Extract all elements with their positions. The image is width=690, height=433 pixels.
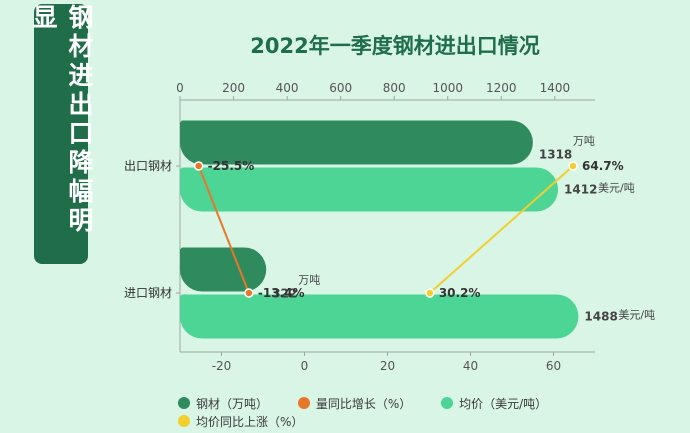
legend-item-steel[interactable]: 钢材（万吨） bbox=[178, 394, 268, 412]
top-axis-tick-label: 0 bbox=[176, 81, 184, 95]
legend-item-avg-price[interactable]: 均价（美元/吨） bbox=[441, 394, 547, 412]
legend: 钢材（万吨） 量同比增长（%） 均价（美元/吨） 均价同比上涨（%） bbox=[178, 394, 658, 430]
category-label: 出口钢材 bbox=[124, 159, 172, 173]
legend-label-steel: 钢材（万吨） bbox=[196, 396, 269, 411]
legend-item-price-growth[interactable]: 均价同比上涨（%） bbox=[178, 412, 303, 430]
line-price-growth bbox=[429, 165, 574, 294]
legend-item-volume-growth[interactable]: 量同比增长（%） bbox=[297, 394, 412, 412]
legend-swatch-volume-growth bbox=[297, 397, 310, 409]
top-axis-tick-label: 1000 bbox=[432, 81, 463, 95]
bottom-axis-tick-label: 60 bbox=[546, 359, 561, 373]
bottom-axis-tick-label: 20 bbox=[380, 359, 395, 373]
legend-label-volume-growth: 量同比增长（%） bbox=[315, 396, 412, 411]
bar-avg-price bbox=[180, 294, 579, 339]
data-label-avg-price-unit: 美元/吨 bbox=[598, 182, 635, 195]
data-label-volume-growth: -13.4% bbox=[258, 286, 305, 300]
chart-title: 2022年一季度钢材进出口情况 bbox=[250, 34, 540, 58]
top-axis-tick-label: 600 bbox=[329, 81, 352, 95]
data-label-avg-price: 1488 bbox=[584, 310, 617, 324]
legend-swatch-avg-price bbox=[441, 397, 454, 409]
top-axis-tick-label: 800 bbox=[383, 81, 406, 95]
side-banner: 钢材进出口降幅明显 bbox=[29, 4, 94, 264]
data-label-steel-unit: 万吨 bbox=[573, 135, 595, 148]
data-label-steel: 322 bbox=[272, 287, 297, 301]
point-volume-growth bbox=[244, 288, 254, 298]
top-axis-tick-label: 1200 bbox=[486, 81, 517, 95]
data-label-steel: 1318 bbox=[539, 148, 572, 162]
line-volume-growth bbox=[197, 165, 250, 294]
category-label: 进口钢材 bbox=[124, 286, 172, 300]
top-axis-tick-label: 200 bbox=[222, 81, 245, 95]
bottom-axis-tick-label: 0 bbox=[301, 359, 309, 373]
data-label-price-growth: 64.7% bbox=[582, 159, 624, 173]
point-price-growth bbox=[425, 288, 435, 298]
bottom-axis-tick-label: -20 bbox=[212, 359, 232, 373]
point-price-growth bbox=[568, 161, 578, 171]
bar-avg-price bbox=[180, 167, 559, 212]
top-axis-tick-label: 400 bbox=[276, 81, 299, 95]
legend-swatch-steel bbox=[178, 397, 190, 409]
data-label-price-growth: 30.2% bbox=[439, 286, 481, 300]
bar-steel bbox=[180, 247, 267, 292]
data-label-avg-price: 1412 bbox=[564, 183, 597, 197]
legend-label-avg-price: 均价（美元/吨） bbox=[459, 396, 548, 411]
data-label-steel-unit: 万吨 bbox=[298, 274, 320, 287]
data-label-avg-price-unit: 美元/吨 bbox=[618, 309, 655, 322]
side-banner-text: 钢材进出口降幅明显 bbox=[29, 4, 94, 236]
bar-steel bbox=[180, 120, 533, 165]
legend-swatch-price-growth bbox=[178, 415, 190, 427]
top-axis-tick-label: 1400 bbox=[540, 81, 571, 95]
legend-label-price-growth: 均价同比上涨（%） bbox=[196, 414, 304, 429]
point-volume-growth bbox=[193, 161, 204, 171]
bottom-axis-tick-label: 40 bbox=[463, 359, 478, 373]
data-label-volume-growth: -25.5% bbox=[208, 159, 255, 173]
